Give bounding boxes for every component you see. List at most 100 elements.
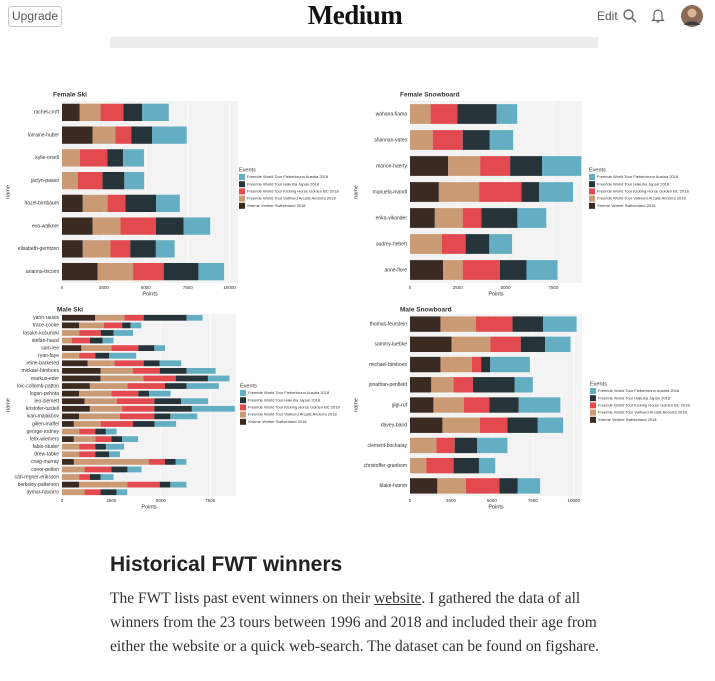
bar-segment	[410, 260, 444, 280]
bar-segment	[95, 314, 125, 321]
y-tick-label: jonathan-penfield	[368, 382, 408, 388]
legend-swatch	[239, 188, 245, 195]
bar-segment	[62, 443, 80, 450]
y-tick-label: blake-hamm	[379, 483, 407, 489]
chart-title: Female Ski	[53, 92, 87, 99]
bar-segment	[62, 345, 82, 352]
bar-segment	[437, 478, 466, 494]
bar-segment	[100, 474, 114, 480]
legend-swatch	[589, 202, 595, 209]
x-tick-label: 5000	[501, 285, 512, 290]
bar-segment	[441, 234, 466, 254]
x-tick-label: 5000	[156, 498, 167, 503]
legend-title: Events	[240, 383, 257, 389]
x-tick-label: 5000	[141, 285, 152, 290]
bar-segment	[79, 413, 120, 420]
bar-segment	[105, 428, 117, 435]
legend-label: Freeride World Tour Vallnord Arcalis And…	[248, 412, 337, 417]
legend-swatch	[589, 188, 595, 195]
bar-segment	[520, 336, 546, 353]
bar-segment	[62, 194, 83, 213]
bar-segment	[512, 316, 544, 332]
legend-swatch	[590, 409, 596, 416]
bar-segment	[62, 262, 98, 281]
bar-segment	[410, 316, 441, 332]
bar-segment	[103, 322, 123, 329]
bar-segment	[89, 337, 103, 344]
y-tick-label: stefan-hausl	[32, 338, 59, 344]
bar-segment	[84, 398, 117, 405]
plot-panel	[62, 314, 236, 496]
x-tick-label: 0	[409, 498, 412, 503]
bar-segment	[62, 466, 85, 473]
bar-segment	[154, 405, 192, 412]
bar-segment	[62, 474, 80, 480]
bar-segment	[410, 234, 442, 254]
image-placeholder-bar	[110, 37, 598, 48]
bar-segment	[105, 443, 125, 450]
bar-segment	[490, 356, 530, 373]
upgrade-button[interactable]: Upgrade	[8, 6, 62, 27]
y-axis-label: name	[353, 185, 359, 199]
bar-segment	[62, 428, 80, 435]
y-tick-label: audrey-hebert	[376, 241, 408, 247]
y-tick-label: trace-cooke	[33, 323, 59, 329]
chart-title: Male Ski	[57, 307, 83, 314]
bar-segment	[100, 375, 144, 382]
legend-label: Freeride World Tour Fieberbrunn Austria …	[247, 174, 329, 179]
bar-segment	[154, 413, 171, 420]
bar-segment	[440, 316, 477, 332]
bar-segment	[79, 481, 128, 488]
bar-segment	[113, 330, 133, 336]
y-tick-label: felix-wiemers	[30, 436, 60, 442]
bar-segment	[89, 383, 128, 389]
x-tick-label: 2500	[99, 285, 110, 290]
legend-swatch	[590, 388, 596, 394]
legend-label: Freeride World Tour Kicking Horse Golden…	[247, 188, 339, 193]
bar-segment	[100, 367, 133, 374]
bar-segment	[191, 405, 235, 412]
y-tick-label: leo-slemett	[35, 399, 60, 405]
y-tick-label: rachel-croft	[34, 110, 60, 116]
logo[interactable]: Medium	[307, 0, 403, 30]
legend-label: Freeride World Tour Fieberbrunn Austria …	[248, 390, 330, 395]
bar-segment	[432, 130, 463, 150]
bar-segment	[124, 171, 145, 190]
x-axis-label: Points	[142, 291, 158, 297]
bar-segment	[542, 156, 582, 176]
legend-label: Freeride World Tour Hakuba Japan 2018	[597, 181, 670, 186]
bar-segment	[62, 149, 80, 167]
bar-segment	[499, 478, 518, 494]
bar-segment	[62, 367, 101, 374]
bar-segment	[125, 194, 157, 213]
bar-segment	[154, 345, 166, 352]
legend-label: Freeride World Tour Hakuba Japan 2018	[248, 397, 321, 402]
legend-swatch	[239, 174, 245, 180]
bar-segment	[410, 104, 431, 124]
y-tick-label: hazel-birnbaum	[25, 201, 59, 207]
bar-segment	[149, 458, 166, 465]
bar-segment	[124, 314, 144, 321]
link[interactable]: website	[374, 590, 422, 607]
edit-link[interactable]: Edit	[597, 9, 618, 23]
search-icon[interactable]	[622, 8, 638, 24]
bar-segment	[62, 314, 96, 321]
bar-segment	[127, 481, 160, 488]
bar-segment	[62, 451, 80, 458]
bar-segment	[89, 405, 123, 412]
text: The FWT lists past event winners on thei…	[110, 590, 375, 607]
bar-segment	[207, 375, 230, 382]
bar-segment	[115, 126, 132, 144]
legend-label: Freeride World Tour Kicking Horse Golden…	[597, 188, 689, 193]
notifications-icon[interactable]	[650, 7, 666, 24]
bar-segment	[481, 208, 518, 228]
bar-segment	[133, 262, 164, 281]
bar-segment	[62, 330, 80, 336]
y-tick-label: ryan-faye	[38, 353, 59, 359]
avatar[interactable]	[680, 4, 704, 28]
bar-segment	[453, 457, 479, 474]
bar-segment	[62, 436, 74, 443]
bar-segment	[183, 217, 211, 235]
y-tick-label: craig-murray	[31, 459, 60, 465]
bar-segment	[62, 126, 93, 144]
